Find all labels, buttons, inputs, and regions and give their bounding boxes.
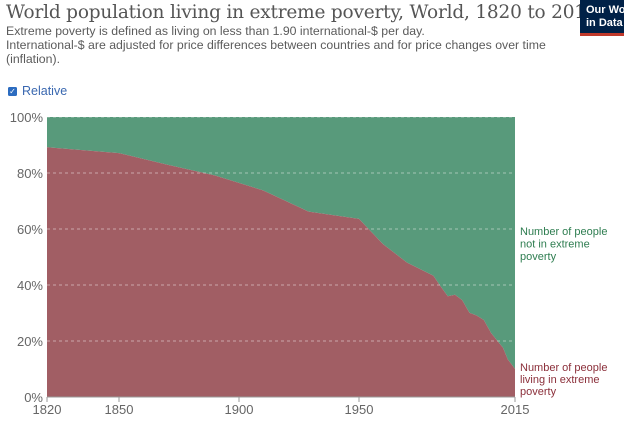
chart-subtitle-line-2: International-$ are adjusted for price d… bbox=[6, 38, 546, 52]
x-tick-label: 1950 bbox=[345, 402, 374, 417]
x-tick-label: 2015 bbox=[501, 402, 530, 417]
y-tick-label: 40% bbox=[17, 278, 43, 293]
series-label-not-in-poverty: Number of people bbox=[520, 226, 607, 238]
area-in-extreme-poverty bbox=[47, 147, 515, 397]
logo-text-line-1: Our Wo bbox=[586, 4, 624, 16]
series-label-not-in-poverty: not in extreme bbox=[520, 239, 590, 251]
chart-subtitle-line-1: Extreme poverty is defined as living on … bbox=[6, 24, 425, 38]
check-icon: ✓ bbox=[9, 86, 16, 96]
x-tick-label: 1850 bbox=[105, 402, 134, 417]
y-tick-label: 100% bbox=[10, 110, 44, 125]
logo-accent-bar bbox=[580, 33, 624, 36]
chart-subtitle-line-3: (inflation). bbox=[6, 52, 60, 66]
relative-checkbox[interactable]: ✓ bbox=[8, 86, 17, 96]
logo-text-line-2: in Data bbox=[586, 17, 623, 29]
series-label-not-in-poverty: poverty bbox=[520, 251, 557, 263]
series-label-in-poverty: living in extreme bbox=[520, 374, 599, 386]
x-tick-label: 1900 bbox=[225, 402, 254, 417]
series-label-in-poverty: poverty bbox=[520, 386, 557, 398]
y-tick-label: 0% bbox=[24, 390, 43, 405]
area-not-in-extreme-poverty bbox=[47, 117, 515, 369]
y-tick-label: 60% bbox=[17, 222, 43, 237]
x-tick-label: 1820 bbox=[33, 402, 62, 417]
chart-title: World population living in extreme pover… bbox=[6, 2, 598, 23]
owid-logo[interactable]: Our Wo in Data bbox=[580, 0, 624, 34]
relative-label: Relative bbox=[22, 84, 68, 98]
y-tick-label: 80% bbox=[17, 166, 43, 181]
relative-toggle[interactable]: ✓ Relative bbox=[8, 84, 67, 98]
y-tick-label: 20% bbox=[17, 334, 43, 349]
series-label-in-poverty: Number of people bbox=[520, 362, 607, 374]
